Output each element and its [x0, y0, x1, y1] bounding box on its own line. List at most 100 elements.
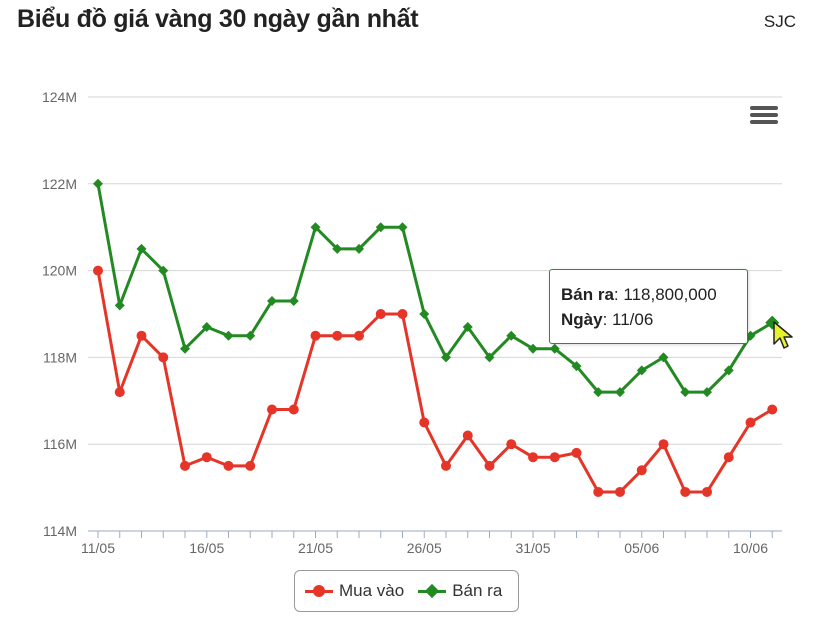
legend-label-buy: Mua vào — [339, 581, 405, 600]
data-point — [615, 387, 625, 398]
data-point — [354, 330, 364, 341]
data-point — [723, 452, 734, 463]
legend-label-sell: Bán ra — [452, 581, 503, 600]
data-point — [745, 417, 756, 428]
data-point — [310, 222, 321, 233]
data-point — [267, 404, 277, 415]
data-point — [332, 243, 343, 254]
series-buy — [93, 265, 778, 497]
data-point — [245, 330, 256, 341]
data-point — [93, 265, 103, 276]
data-point — [680, 387, 691, 398]
data-point — [375, 222, 386, 233]
data-point — [419, 309, 430, 319]
data-point — [93, 178, 103, 189]
data-point — [201, 452, 212, 463]
legend-item-sell[interactable]: Bán ra — [418, 581, 502, 601]
data-point — [745, 330, 756, 341]
data-point — [288, 295, 299, 306]
data-point — [354, 243, 364, 254]
data-point — [702, 486, 712, 497]
axes — [88, 530, 782, 538]
data-point — [549, 343, 560, 354]
data-point — [593, 486, 604, 497]
y-tick-label: 124M — [42, 89, 77, 105]
data-point — [332, 330, 343, 341]
legend-item-buy[interactable]: Mua vào — [305, 581, 404, 601]
tooltip-date-label: Ngày — [561, 310, 603, 329]
data-point — [158, 265, 169, 276]
data-point — [114, 387, 125, 398]
series-layer — [93, 178, 780, 497]
data-point — [158, 352, 169, 363]
data-point — [462, 430, 473, 441]
chart-legend: Mua vào Bán ra — [294, 570, 519, 612]
data-point — [267, 295, 277, 306]
data-point — [441, 352, 451, 363]
data-point — [136, 243, 147, 254]
data-point — [571, 447, 582, 458]
y-axis-ticks: 114M 116M 118M 120M 122M 124M — [42, 89, 77, 539]
data-point — [180, 460, 190, 471]
legend-swatch-sell — [418, 583, 447, 599]
data-point — [658, 352, 669, 363]
hamburger-menu-icon[interactable] — [750, 106, 778, 128]
data-point — [441, 460, 451, 471]
data-point — [397, 222, 408, 233]
data-point — [375, 309, 386, 319]
chart-title: Biểu đồ giá vàng 30 ngày gần nhất — [17, 5, 419, 33]
data-point — [636, 465, 647, 476]
data-point — [484, 460, 495, 471]
series-sell — [93, 178, 780, 398]
brand-label: SJC — [763, 12, 796, 31]
data-point — [723, 365, 734, 376]
data-point — [528, 452, 538, 463]
tooltip-date: 11/06 — [612, 310, 654, 329]
y-tick-label: 120M — [42, 263, 77, 279]
data-point — [245, 460, 256, 471]
data-point — [702, 387, 712, 398]
data-point — [528, 343, 538, 354]
legend-swatch-buy — [305, 584, 333, 598]
x-tick-label: 21/05 — [298, 540, 333, 556]
data-tooltip: Bán ra: 118,800,000 Ngày: 11/06 — [549, 269, 748, 344]
data-point — [615, 486, 625, 497]
data-point — [310, 330, 321, 341]
data-point — [462, 322, 473, 333]
data-point — [223, 330, 234, 341]
data-point — [288, 404, 299, 415]
data-point — [506, 330, 517, 341]
tooltip-value: 118,800,000 — [623, 285, 717, 304]
x-tick-label: 31/05 — [515, 540, 550, 556]
data-point — [201, 322, 212, 333]
x-tick-label: 11/05 — [81, 540, 115, 556]
y-tick-label: 118M — [43, 349, 77, 365]
data-point — [593, 387, 604, 398]
data-point — [484, 352, 495, 363]
data-point — [506, 439, 517, 450]
mouse-pointer-icon — [773, 321, 793, 349]
y-tick-label: 116M — [43, 436, 77, 452]
y-tick-label: 114M — [43, 523, 77, 539]
data-point — [571, 361, 582, 372]
data-point — [549, 452, 560, 463]
series-line — [96, 182, 774, 394]
x-axis-ticks: 11/05 16/05 21/05 26/05 31/05 05/06 10/06 — [81, 540, 768, 556]
data-point — [114, 300, 125, 311]
data-point — [397, 309, 408, 319]
x-tick-label: 05/06 — [624, 540, 659, 556]
data-point — [419, 417, 430, 428]
x-tick-label: 16/05 — [189, 540, 224, 556]
data-point — [636, 365, 647, 376]
data-point — [136, 330, 147, 341]
data-point — [180, 343, 190, 354]
data-point — [767, 404, 778, 415]
x-tick-label: 26/05 — [407, 540, 442, 556]
data-point — [223, 460, 234, 471]
tooltip-series-label: Bán ra — [561, 285, 614, 304]
y-tick-label: 122M — [42, 176, 77, 192]
x-tick-label: 10/06 — [733, 540, 768, 556]
data-point — [680, 486, 691, 497]
data-point — [658, 439, 669, 450]
